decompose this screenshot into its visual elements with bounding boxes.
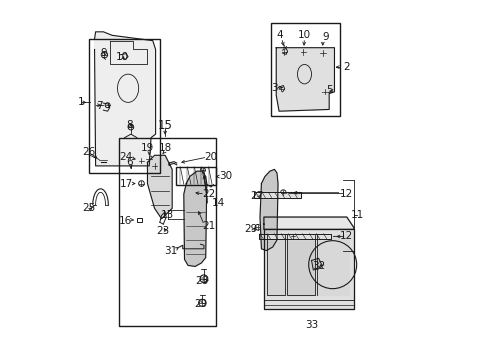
Polygon shape [286,235,314,294]
Text: 13: 13 [161,210,174,220]
Text: 16: 16 [119,216,132,226]
Polygon shape [147,155,172,219]
Text: 9: 9 [100,48,106,58]
Text: 20: 20 [204,152,217,162]
Text: 30: 30 [219,171,231,181]
Text: 1: 1 [78,98,84,107]
Text: 26: 26 [82,147,95,157]
Polygon shape [183,171,206,266]
Text: 19: 19 [141,143,154,153]
Polygon shape [253,192,300,198]
Polygon shape [276,48,334,111]
Text: 18: 18 [158,143,171,153]
Polygon shape [94,32,155,166]
Text: 2: 2 [343,62,349,72]
Polygon shape [267,235,285,294]
Text: 3: 3 [270,83,277,93]
Polygon shape [316,235,348,294]
Polygon shape [260,170,278,251]
Polygon shape [264,229,353,309]
Polygon shape [179,244,203,249]
Polygon shape [264,217,353,229]
Text: 28: 28 [195,275,208,285]
Bar [119,138,216,327]
Text: 5: 5 [325,85,332,95]
Polygon shape [258,234,330,239]
Text: 6: 6 [126,157,133,167]
Text: 9: 9 [322,32,328,42]
Text: 25: 25 [82,203,95,213]
Bar [270,23,339,117]
Text: 31: 31 [163,246,177,256]
Text: 7: 7 [96,101,103,111]
Text: 23: 23 [157,226,170,236]
Text: 22: 22 [202,189,215,199]
Text: 29: 29 [193,299,206,309]
Text: 11: 11 [350,210,363,220]
Text: 8: 8 [126,120,133,130]
Text: 10: 10 [297,30,310,40]
Text: 29: 29 [244,224,257,234]
Text: 33: 33 [305,320,318,330]
Text: 14: 14 [211,198,224,208]
Text: 12: 12 [340,189,353,199]
Text: 27: 27 [250,191,263,201]
Text: 17: 17 [120,179,133,189]
Bar [175,167,216,185]
Text: 15: 15 [157,119,172,132]
Text: 32: 32 [311,261,325,271]
Bar [89,39,160,173]
Text: 24: 24 [120,152,133,162]
Text: 10: 10 [116,52,129,62]
Bar [137,219,142,222]
Text: 4: 4 [276,30,283,40]
Text: 21: 21 [202,221,215,231]
Text: 12: 12 [340,231,353,242]
Polygon shape [311,258,321,270]
